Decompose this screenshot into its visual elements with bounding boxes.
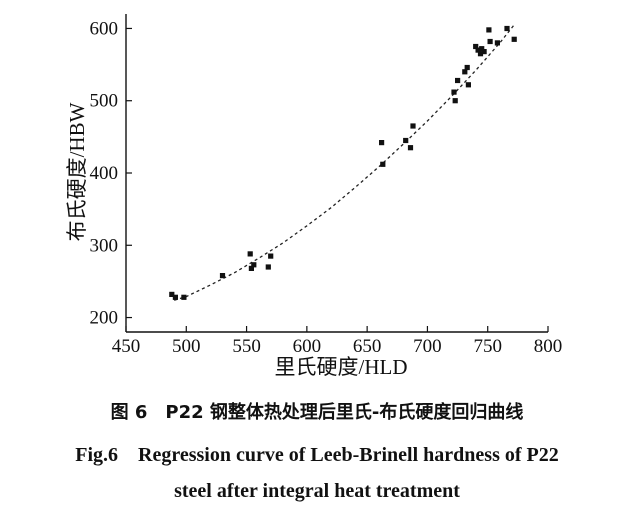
data-point <box>219 273 226 279</box>
data-point <box>462 69 468 75</box>
x-tick-label: 500 <box>172 336 201 357</box>
data-point <box>407 145 414 151</box>
data-point <box>451 89 457 95</box>
data-point <box>181 294 187 300</box>
figure-caption-english-line2: steel after integral heat treatment <box>174 480 460 502</box>
data-point <box>479 46 485 52</box>
x-tick-label: 550 <box>232 336 261 357</box>
data-point <box>247 251 253 257</box>
y-tick-label: 500 <box>90 91 119 112</box>
x-tick-label: 600 <box>293 336 322 357</box>
y-axis-label: 布氏硬度/HBW <box>65 102 89 241</box>
data-point <box>486 27 492 33</box>
data-point <box>380 161 386 167</box>
axes <box>125 14 548 333</box>
y-tick-label: 300 <box>90 235 119 256</box>
tick-labels: 450 500 550 600 650 700 750 800 200 300 400 500 600 <box>90 18 563 357</box>
scatter-chart: 450 500 550 600 650 700 750 800200300400500600 … <box>65 14 563 379</box>
regression-curve <box>174 24 515 301</box>
data-point <box>494 40 500 46</box>
data-point <box>169 291 175 297</box>
data-point <box>403 137 409 144</box>
x-tick-label: 800 <box>534 336 563 357</box>
data-point <box>477 51 484 57</box>
x-tick-label: 450 <box>112 336 141 357</box>
x-tick-label: 750 <box>473 336 502 357</box>
data-point <box>379 140 385 146</box>
data-point <box>248 265 254 271</box>
data-point <box>410 123 416 129</box>
data-point <box>265 264 271 270</box>
y-tick-label: 600 <box>90 18 119 39</box>
data-point <box>464 64 470 71</box>
data-points <box>169 25 517 300</box>
data-point <box>481 49 487 55</box>
data-point <box>473 43 479 50</box>
y-tick-label: 400 <box>90 163 119 184</box>
data-point <box>172 294 178 300</box>
data-point <box>268 253 274 259</box>
y-tick-label: 200 <box>90 308 119 329</box>
data-point <box>452 98 458 104</box>
data-point <box>475 47 481 53</box>
data-point <box>504 25 510 32</box>
x-tick-label: 650 <box>353 336 382 357</box>
figure-caption-chinese: 图 6 P22 钢整体热处理后里氏-布氏硬度回归曲线 <box>110 402 524 423</box>
data-point <box>251 262 257 268</box>
data-point <box>487 38 493 45</box>
x-axis-label: 里氏硬度/HLD <box>275 355 408 379</box>
data-point <box>455 77 461 84</box>
figure-caption-english-line1: Fig.6 Regression curve of Leeb-Brinell h… <box>75 444 559 466</box>
x-tick-label: 700 <box>413 336 442 357</box>
tick-marks <box>125 27 549 332</box>
data-point <box>511 36 517 42</box>
data-point <box>465 82 471 88</box>
